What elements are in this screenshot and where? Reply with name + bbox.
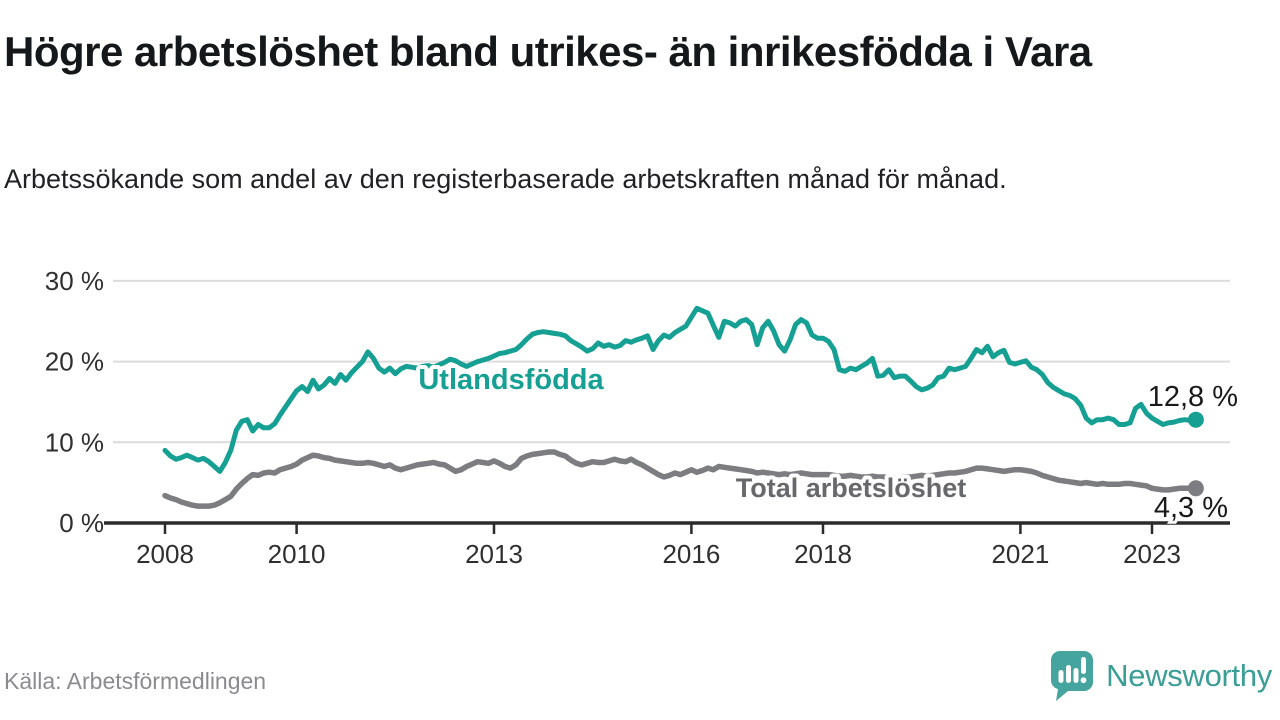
series-end-dot (1187, 411, 1204, 428)
x-axis-tick-label: 2023 (1123, 539, 1181, 569)
series-line-total (162, 449, 1199, 509)
page-title: Högre arbetslöshet bland utrikes- än inr… (4, 28, 1092, 75)
chart-subtitle: Arbetssökande som andel av den registerb… (4, 164, 1007, 194)
y-axis-tick-label: 30 % (45, 266, 104, 296)
x-axis-tick-label: 2018 (794, 539, 852, 569)
series-inline-label: Total arbetslöshet (736, 473, 967, 503)
x-axis-tick-label: 2013 (465, 539, 523, 569)
series-end-value-label: 4,3 % (1154, 492, 1228, 524)
x-axis-tick-label: 2021 (991, 539, 1049, 569)
x-axis-tick-label: 2008 (136, 539, 194, 569)
y-axis-tick-label: 0 % (59, 508, 104, 538)
series-inline-label: Utlandsfödda (418, 364, 604, 396)
y-axis-tick-label: 10 % (45, 427, 104, 457)
source-note: Källa: Arbetsförmedlingen (4, 668, 267, 694)
series-end-value-label: 12,8 % (1148, 381, 1238, 413)
x-axis-tick-label: 2016 (662, 539, 720, 569)
y-axis-tick-label: 20 % (45, 347, 104, 377)
series-end-dot (1187, 480, 1204, 497)
series-line-utlandsfodda (162, 305, 1199, 474)
brand-logo: Newsworthy (1048, 648, 1272, 704)
x-axis-tick-label: 2010 (268, 539, 326, 569)
brand-wordmark: Newsworthy (1106, 658, 1272, 693)
newsworthy-speech-bubble-bar-chart-icon (1051, 651, 1094, 701)
